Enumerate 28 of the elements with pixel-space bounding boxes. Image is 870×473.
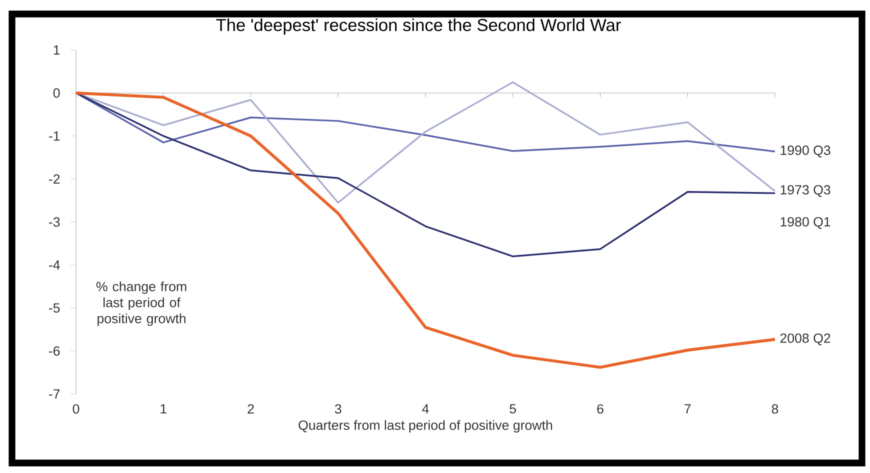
x-tick-label: 0 bbox=[72, 404, 80, 414]
y-tick-label: -3 bbox=[49, 217, 60, 227]
x-tick-label: 2 bbox=[248, 404, 254, 414]
y-tick-label: 1 bbox=[54, 45, 60, 55]
x-tick-label: 6 bbox=[597, 404, 604, 414]
x-tick-label: 7 bbox=[684, 404, 691, 414]
line-series bbox=[75, 92, 776, 152]
x-tick-label: 3 bbox=[334, 404, 342, 414]
y-tick-label: -4 bbox=[49, 260, 60, 270]
series-label: 1973 Q3 bbox=[780, 185, 830, 197]
y-tick-label: 0 bbox=[53, 88, 60, 98]
x-axis-title: Quarters from last period of positive growth bbox=[298, 420, 552, 433]
x-tick-label: 8 bbox=[772, 404, 778, 414]
y-tick-label: -5 bbox=[49, 303, 60, 313]
chart-title: The 'deepest' recession since the Second World War bbox=[216, 18, 621, 35]
line-series bbox=[75, 92, 776, 258]
series-label: 1990 Q3 bbox=[780, 146, 830, 158]
x-tick-label: 5 bbox=[510, 404, 516, 414]
line-series bbox=[74, 92, 776, 369]
y-tick-label: -1 bbox=[49, 131, 60, 141]
y-tick-label: -2 bbox=[49, 174, 60, 184]
series-label: 2008 Q2 bbox=[780, 333, 830, 346]
y-tick-label: -6 bbox=[49, 346, 60, 356]
y-axis-title: % change from last period of positive growth bbox=[96, 281, 186, 326]
x-tick-label: 1 bbox=[160, 404, 166, 414]
y-tick-label: -7 bbox=[49, 389, 60, 399]
x-tick-label: 4 bbox=[422, 404, 429, 414]
series-label: 1980 Q1 bbox=[780, 217, 830, 229]
